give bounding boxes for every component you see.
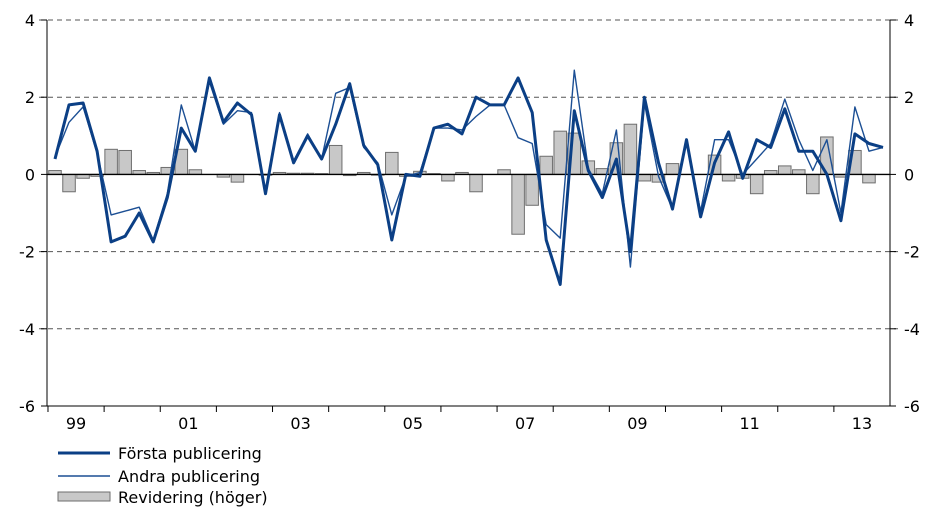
right-tick-label: -6 bbox=[904, 397, 920, 416]
x-tick-label: 11 bbox=[739, 414, 759, 433]
left-tick-labels: 4 2 0 -2 -4 -6 bbox=[19, 11, 35, 416]
revision-bar bbox=[749, 173, 764, 195]
left-tick-label: -6 bbox=[19, 397, 35, 416]
right-tick-label: 2 bbox=[904, 88, 914, 107]
revision-bar bbox=[118, 149, 132, 175]
revision-bar bbox=[777, 165, 792, 175]
x-tick-labels: 99 01 03 05 07 09 11 13 bbox=[66, 414, 872, 433]
right-tick-label: 0 bbox=[904, 165, 914, 184]
x-tick-label: 07 bbox=[515, 414, 535, 433]
revision-bar bbox=[806, 173, 820, 195]
right-tick-label: -4 bbox=[904, 320, 920, 339]
revision-bar bbox=[665, 163, 680, 175]
left-tick-label: -4 bbox=[19, 320, 35, 339]
left-tick-label: 4 bbox=[25, 11, 35, 30]
revision-bar bbox=[862, 173, 876, 184]
revision-bar bbox=[539, 155, 553, 175]
right-tick-labels: 4 2 0 -2 -4 -6 bbox=[904, 11, 920, 416]
x-tick-label: 09 bbox=[627, 414, 647, 433]
revision-bar bbox=[469, 173, 483, 193]
right-tick-label: -2 bbox=[904, 243, 920, 262]
series-lines bbox=[53, 69, 884, 286]
revision-bar bbox=[511, 173, 525, 235]
left-tick-label: 0 bbox=[25, 165, 35, 184]
legend-label-first: Första publicering bbox=[118, 444, 262, 463]
revision-bar bbox=[104, 148, 118, 175]
legend: Första publicering Andra publicering Rev… bbox=[57, 444, 268, 507]
left-tick-label: 2 bbox=[25, 88, 35, 107]
axes bbox=[41, 19, 896, 412]
x-tick-label: 05 bbox=[403, 414, 423, 433]
series-line-first bbox=[53, 76, 884, 286]
revision-bar bbox=[328, 144, 343, 175]
revision-bar bbox=[623, 123, 638, 175]
revision-bar bbox=[637, 173, 652, 182]
right-tick-label: 4 bbox=[904, 11, 914, 30]
x-tick-label: 03 bbox=[290, 414, 310, 433]
revision-bar bbox=[441, 173, 455, 182]
legend-label-revision: Revidering (höger) bbox=[118, 488, 268, 507]
left-tick-label: -2 bbox=[19, 243, 35, 262]
revision-bar bbox=[525, 173, 539, 206]
revision-bars bbox=[48, 123, 876, 235]
x-tick-label: 01 bbox=[178, 414, 198, 433]
x-tick-label: 99 bbox=[66, 414, 86, 433]
legend-label-second: Andra publicering bbox=[118, 467, 260, 486]
legend-swatch-revision bbox=[57, 491, 111, 502]
revision-bar bbox=[553, 130, 567, 175]
revision-bar bbox=[230, 173, 245, 183]
revision-bar bbox=[721, 173, 736, 182]
revision-bar bbox=[62, 173, 76, 193]
revision-bar bbox=[385, 151, 399, 175]
gridlines bbox=[39, 19, 898, 330]
x-tick-label: 13 bbox=[852, 414, 872, 433]
